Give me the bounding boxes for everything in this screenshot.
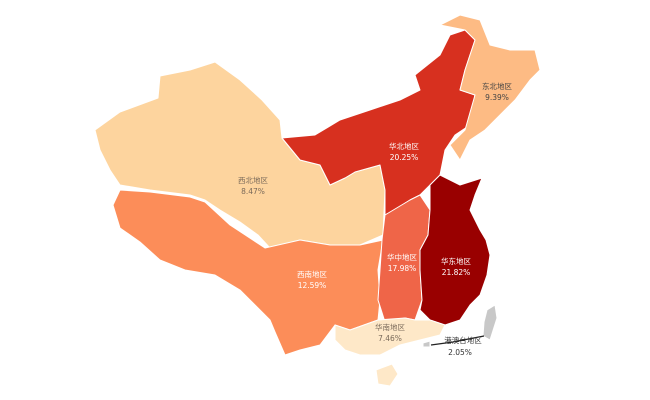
label-southwest: 西南地区 12.59% xyxy=(297,269,327,290)
label-northeast: 东北地区 9.39% xyxy=(482,81,512,102)
label-northwest: 西北地区 8.47% xyxy=(238,175,268,196)
label-name: 华南地区 xyxy=(375,322,405,332)
region-hmt-hk[interactable] xyxy=(422,340,431,348)
label-name: 华东地区 xyxy=(441,256,471,266)
label-name: 东北地区 xyxy=(482,81,512,91)
label-value: 2.05% xyxy=(448,348,472,357)
label-name: 华中地区 xyxy=(387,252,417,262)
label-value: 17.98% xyxy=(388,264,417,273)
label-value: 7.46% xyxy=(378,334,402,343)
label-central: 华中地区 17.98% xyxy=(387,252,417,273)
region-northeast[interactable] xyxy=(439,14,541,161)
region-north[interactable] xyxy=(281,29,476,216)
label-name: 西北地区 xyxy=(238,175,268,185)
label-south: 华南地区 7.46% xyxy=(375,322,405,343)
label-value: 12.59% xyxy=(298,281,327,290)
label-name: 西南地区 xyxy=(297,269,327,279)
label-east: 华东地区 21.82% xyxy=(441,256,471,277)
label-value: 21.82% xyxy=(442,268,471,277)
region-south-hainan[interactable] xyxy=(375,363,399,387)
label-name: 华北地区 xyxy=(389,141,419,151)
label-value: 20.25% xyxy=(390,153,419,162)
region-east[interactable] xyxy=(419,174,491,326)
label-value: 9.39% xyxy=(485,93,509,102)
label-hmt: 港澳台地区 2.05% xyxy=(444,335,482,357)
hmt-leader-line xyxy=(430,335,485,346)
region-hmt-taiwan[interactable] xyxy=(482,304,498,341)
region-south[interactable] xyxy=(334,317,446,356)
label-value: 8.47% xyxy=(241,187,265,196)
label-north: 华北地区 20.25% xyxy=(389,141,419,162)
label-name: 港澳台地区 xyxy=(444,335,482,345)
